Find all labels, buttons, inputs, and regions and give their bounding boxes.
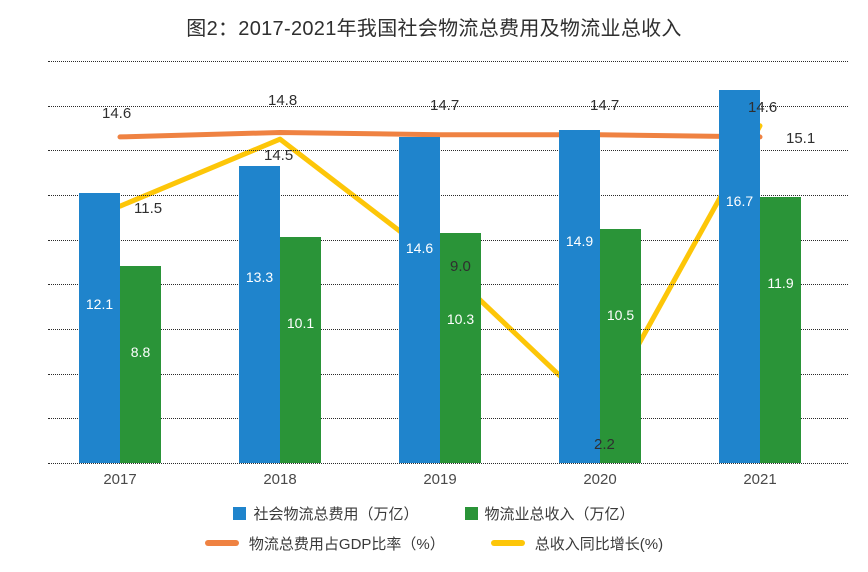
x-axis-tick-label: 2020 <box>583 471 617 488</box>
legend-row-lines: 物流总费用占GDP比率（%） 总收入同比增长(%) <box>0 528 868 558</box>
bar-value-label: 13.3 <box>245 268 274 285</box>
bar[interactable] <box>559 130 600 463</box>
bar-value-label: 10.5 <box>606 306 635 323</box>
line-point-value-label: 15.1 <box>786 129 816 147</box>
bar[interactable] <box>440 232 481 463</box>
bar-value-label: 14.6 <box>405 239 434 256</box>
plot-area: 0246810121416182017201820192020202112.11… <box>48 61 848 488</box>
bar[interactable] <box>600 228 641 463</box>
legend-swatch-icon <box>464 506 478 520</box>
line-series[interactable] <box>117 129 763 140</box>
legend-item-label: 社会物流总费用（万亿） <box>253 505 419 523</box>
legend-item-label: 物流业总收入（万亿） <box>484 505 635 523</box>
line-point-value-label: 14.8 <box>268 92 298 110</box>
bar-value-label: 16.7 <box>725 193 754 210</box>
bar[interactable] <box>399 136 440 463</box>
bar[interactable] <box>79 192 120 463</box>
line-point-value-label: 11.5 <box>134 200 163 218</box>
gridline <box>48 195 848 196</box>
bar-value-label: 8.8 <box>130 344 151 361</box>
line-point-value-label: 14.6 <box>102 104 132 122</box>
legend-row-bars: 社会物流总费用（万亿） 物流业总收入（万亿） <box>0 498 868 528</box>
legend-item-label: 物流总费用占GDP比率（%） <box>248 535 445 553</box>
gridline <box>48 105 848 107</box>
legend-item[interactable]: 总收入同比增长(%) <box>490 533 664 554</box>
line-point-value-label: 9.0 <box>450 258 471 275</box>
legend-swatch-icon <box>233 506 247 520</box>
bar-value-label: 11.9 <box>767 275 794 292</box>
gridline <box>48 61 848 62</box>
line-point-value-label: 14.7 <box>590 96 620 114</box>
gridline <box>48 463 848 464</box>
bar[interactable] <box>280 237 321 463</box>
chart-title: 图2：2017-2021年我国社会物流总费用及物流业总收入 <box>186 18 682 40</box>
line-point-value-label: 14.5 <box>264 147 294 165</box>
legend-line-icon <box>204 540 239 546</box>
line-point-value-label: 14.7 <box>430 96 460 114</box>
chart-legend: 社会物流总费用（万亿） 物流业总收入（万亿） 物流总费用占GDP比率（%） 总收入同… <box>0 498 868 558</box>
bar-value-label: 10.1 <box>286 315 315 332</box>
line-point-value-label: 14.6 <box>748 98 778 116</box>
bar-value-label: 14.9 <box>565 233 594 250</box>
legend-item[interactable]: 物流总费用占GDP比率（%） <box>204 533 445 554</box>
bar[interactable] <box>120 266 161 463</box>
x-axis-tick-label: 2021 <box>743 471 777 488</box>
legend-item[interactable]: 物流业总收入（万亿） <box>464 503 635 524</box>
legend-item[interactable]: 社会物流总费用（万亿） <box>233 503 419 524</box>
bar-value-label: 12.1 <box>85 295 114 312</box>
x-axis-tick-label: 2018 <box>263 471 297 488</box>
bar[interactable] <box>239 165 280 463</box>
x-axis-tick-label: 2019 <box>423 471 457 488</box>
bar[interactable] <box>719 90 760 463</box>
legend-line-icon <box>490 540 525 546</box>
line-point-value-label: 2.2 <box>594 435 615 453</box>
legend-item-label: 总收入同比增长(%) <box>534 535 664 553</box>
x-axis-tick-label: 2017 <box>103 471 137 488</box>
gridline <box>48 150 848 152</box>
bar-value-label: 10.3 <box>446 310 475 327</box>
bar[interactable] <box>760 197 801 463</box>
